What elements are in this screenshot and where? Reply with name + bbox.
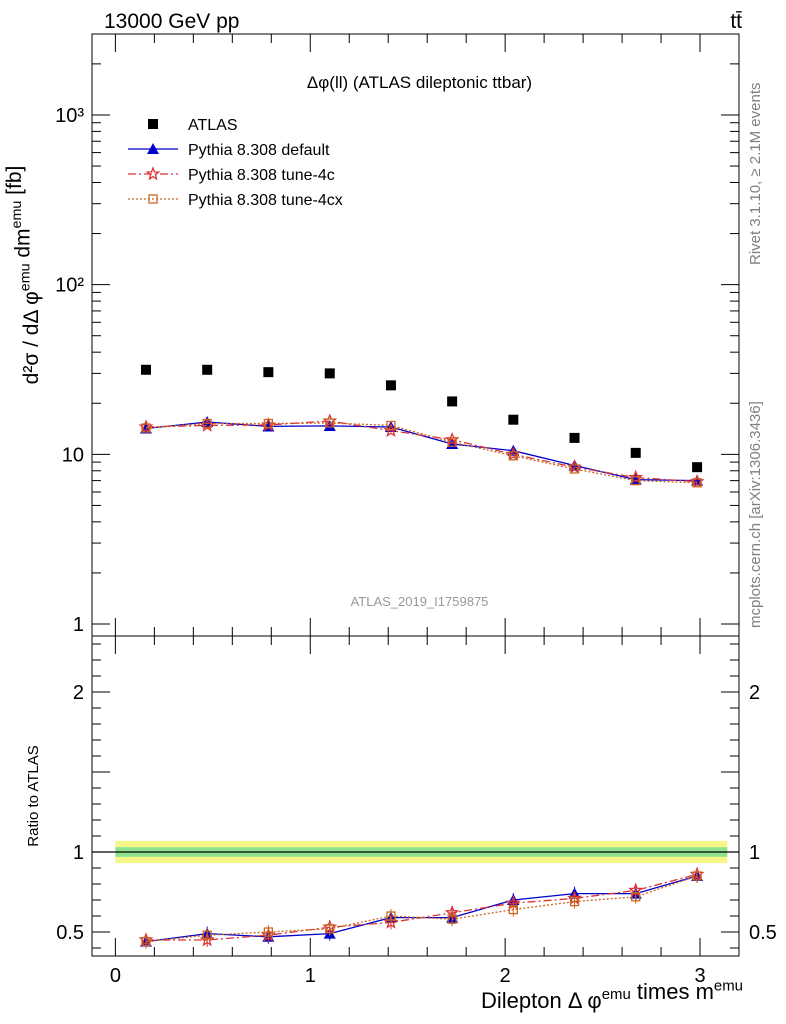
legend-label: ATLAS (188, 117, 238, 134)
series-line (145, 421, 698, 482)
legend-item: ATLAS (148, 117, 238, 134)
x-axis-label: Dilepton Δ φemu times memu (481, 977, 743, 1013)
x-tick-label: 1 (305, 965, 316, 987)
data-point (569, 896, 580, 907)
x-tick-label: 0 (110, 965, 121, 987)
data-point (202, 364, 213, 375)
chart-title: Δφ(ll) (ATLAS dileptonic ttbar) (307, 73, 532, 92)
data-point (507, 444, 520, 456)
y-tick-label: 10 (62, 444, 84, 466)
y-tick-label: 1 (73, 842, 84, 864)
data-point (202, 418, 212, 429)
series-atlas (140, 364, 703, 473)
data-point (325, 924, 335, 934)
y-tick-label: 10² (55, 275, 84, 297)
mcplots-label: mcplots.cern.ch [arXiv:1306.3436] (747, 401, 764, 628)
data-point (385, 380, 396, 391)
legend-marker (148, 194, 158, 204)
data-point (569, 464, 580, 474)
data-point (202, 930, 212, 940)
data-point (508, 414, 519, 425)
legend-item: Pythia 8.308 tune-4c (128, 166, 335, 184)
data-point (263, 927, 274, 937)
series-pythia-8-308-default (139, 416, 704, 486)
legend-label: Pythia 8.308 tune-4c (188, 167, 335, 184)
series-line (145, 875, 698, 943)
watermark: ATLAS_2019_I1759875 (351, 594, 489, 609)
data-point (447, 437, 457, 447)
legend-marker (148, 119, 158, 129)
main-panel: 1 10 10² 10³ Δφ(ll) (ATLAS dileptonic ttbar)… (3, 33, 740, 637)
ratio-y-axis-label: Ratio to ATLAS (25, 745, 42, 846)
energy-label: 13000 GeV pp (104, 10, 239, 33)
y-tick-label: 1 (73, 614, 84, 636)
data-point (140, 364, 151, 375)
process-label: tt̄ (730, 10, 742, 33)
y-tick-label-right: 1 (749, 842, 760, 864)
data-point (141, 423, 151, 433)
y-axis-label: d²σ / dΔ φemu dmemu [fb] (3, 166, 43, 385)
data-point (201, 416, 214, 428)
data-point (447, 396, 458, 407)
y-tick-label-right: 2 (749, 682, 760, 704)
legend-item: Pythia 8.308 tune-4cx (128, 192, 343, 209)
data-point (324, 368, 335, 379)
data-point (631, 475, 641, 486)
legend-marker (147, 143, 159, 154)
data-point (630, 447, 641, 458)
legend-label: Pythia 8.308 tune-4cx (188, 192, 343, 209)
y-tick-label: 10³ (55, 105, 84, 127)
data-point (508, 904, 518, 915)
series-line (145, 875, 698, 943)
data-point (569, 432, 580, 443)
legend-label: Pythia 8.308 default (188, 142, 330, 159)
y-tick-label: 2 (73, 682, 84, 704)
series-pythia-8-308-tune-4cx (141, 418, 702, 488)
legend-item: Pythia 8.308 default (128, 142, 330, 159)
data-point (447, 914, 457, 924)
data-point (692, 871, 702, 881)
data-point (692, 478, 702, 488)
ratio-series-pythia-8-308-tune-4cx (141, 869, 702, 949)
data-point (141, 936, 151, 947)
x-tick-label: 3 (694, 965, 705, 987)
series-line (146, 873, 698, 941)
data-point (323, 419, 336, 431)
ratio-panel: 0.5 0.5 1 1 2 2 0 1 2 3 Ratio to ATLAS Dilepton Δ φ… (25, 635, 777, 1013)
data-point (692, 462, 703, 473)
legend: ATLAS Pythia 8.308 default Pythia 8.308 tu… (128, 117, 343, 209)
legend-marker (145, 166, 161, 181)
y-tick-label-right: 0.5 (749, 922, 777, 944)
series-line (145, 420, 698, 483)
series-line (145, 422, 698, 484)
y-tick-label: 0.5 (56, 922, 84, 944)
ratio-frame (91, 635, 740, 957)
data-point (508, 451, 518, 461)
data-point (263, 367, 274, 378)
rivet-label: Rivet 3.1.10, ≥ 2.1M events (747, 83, 764, 266)
ratio-series-pythia-8-308-default (139, 869, 704, 949)
data-point (386, 911, 396, 921)
data-point (325, 418, 335, 428)
data-point (263, 418, 274, 429)
data-point (386, 420, 396, 431)
x-tick-label: 2 (500, 965, 511, 987)
data-point (631, 892, 641, 902)
